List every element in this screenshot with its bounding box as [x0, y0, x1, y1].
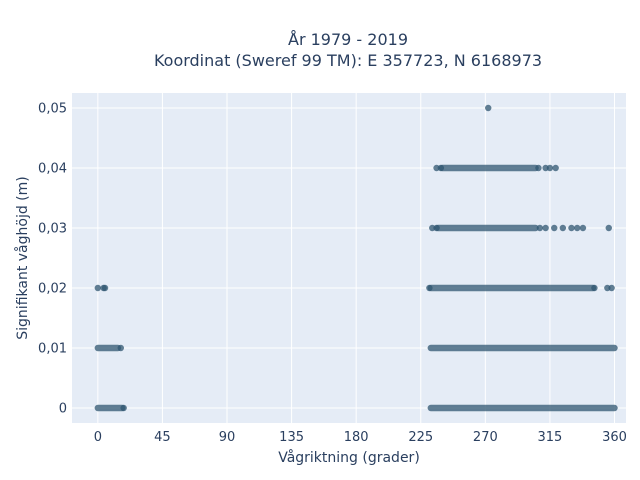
data-point [568, 224, 575, 232]
data-band [94, 404, 126, 412]
y-tick-label: 0,03 [38, 222, 67, 237]
data-point [591, 284, 598, 292]
y-tick-label: 0,01 [38, 342, 67, 357]
chart-title-line-2: Koordinat (Sweref 99 TM): E 357723, N 61… [154, 51, 542, 70]
data-point [120, 404, 127, 412]
data-point [485, 104, 492, 112]
data-point [559, 224, 567, 232]
data-point [579, 224, 587, 232]
y-axis-title: Signifikant våghöjd (m) [14, 176, 31, 339]
data-point [117, 344, 124, 352]
x-tick-label: 180 [344, 430, 369, 445]
x-tick-label: 0 [94, 430, 102, 445]
data-point [94, 284, 102, 292]
data-band [434, 224, 539, 232]
y-tick-label: 0,05 [38, 102, 67, 117]
plot-area [72, 93, 626, 423]
x-tick-label: 360 [602, 430, 627, 445]
data-band [427, 404, 618, 412]
data-point [608, 284, 615, 292]
x-tick-label: 90 [219, 430, 236, 445]
x-tick-label: 225 [408, 430, 433, 445]
data-point [426, 284, 433, 292]
data-point [552, 164, 559, 172]
x-tick-label: 270 [473, 430, 498, 445]
data-point [437, 164, 445, 172]
data-point [433, 224, 440, 232]
y-tick-label: 0,02 [38, 282, 67, 297]
data-point [542, 224, 549, 232]
data-points [94, 104, 618, 412]
data-point [101, 284, 109, 292]
y-tick-label: 0,04 [38, 162, 67, 177]
tick-labels: 0 45 90 135 180 225 270 315 360 0 0,01 0,02 0,03 0,04… [38, 102, 627, 446]
x-tick-label: 45 [154, 430, 171, 445]
data-point [535, 164, 542, 172]
chart-title-line-1: År 1979 - 2019 [288, 30, 408, 49]
data-point [605, 224, 612, 232]
data-point [551, 224, 558, 232]
data-band [427, 284, 597, 292]
x-tick-label: 135 [279, 430, 304, 445]
data-point [574, 224, 581, 232]
y-tick-label: 0 [59, 402, 67, 417]
x-axis-title: Vågriktning (grader) [278, 449, 420, 466]
data-band [427, 344, 618, 352]
x-tick-label: 315 [538, 430, 563, 445]
data-point [536, 224, 544, 232]
data-point [546, 164, 554, 172]
data-band [439, 164, 539, 172]
data-band [94, 344, 122, 352]
